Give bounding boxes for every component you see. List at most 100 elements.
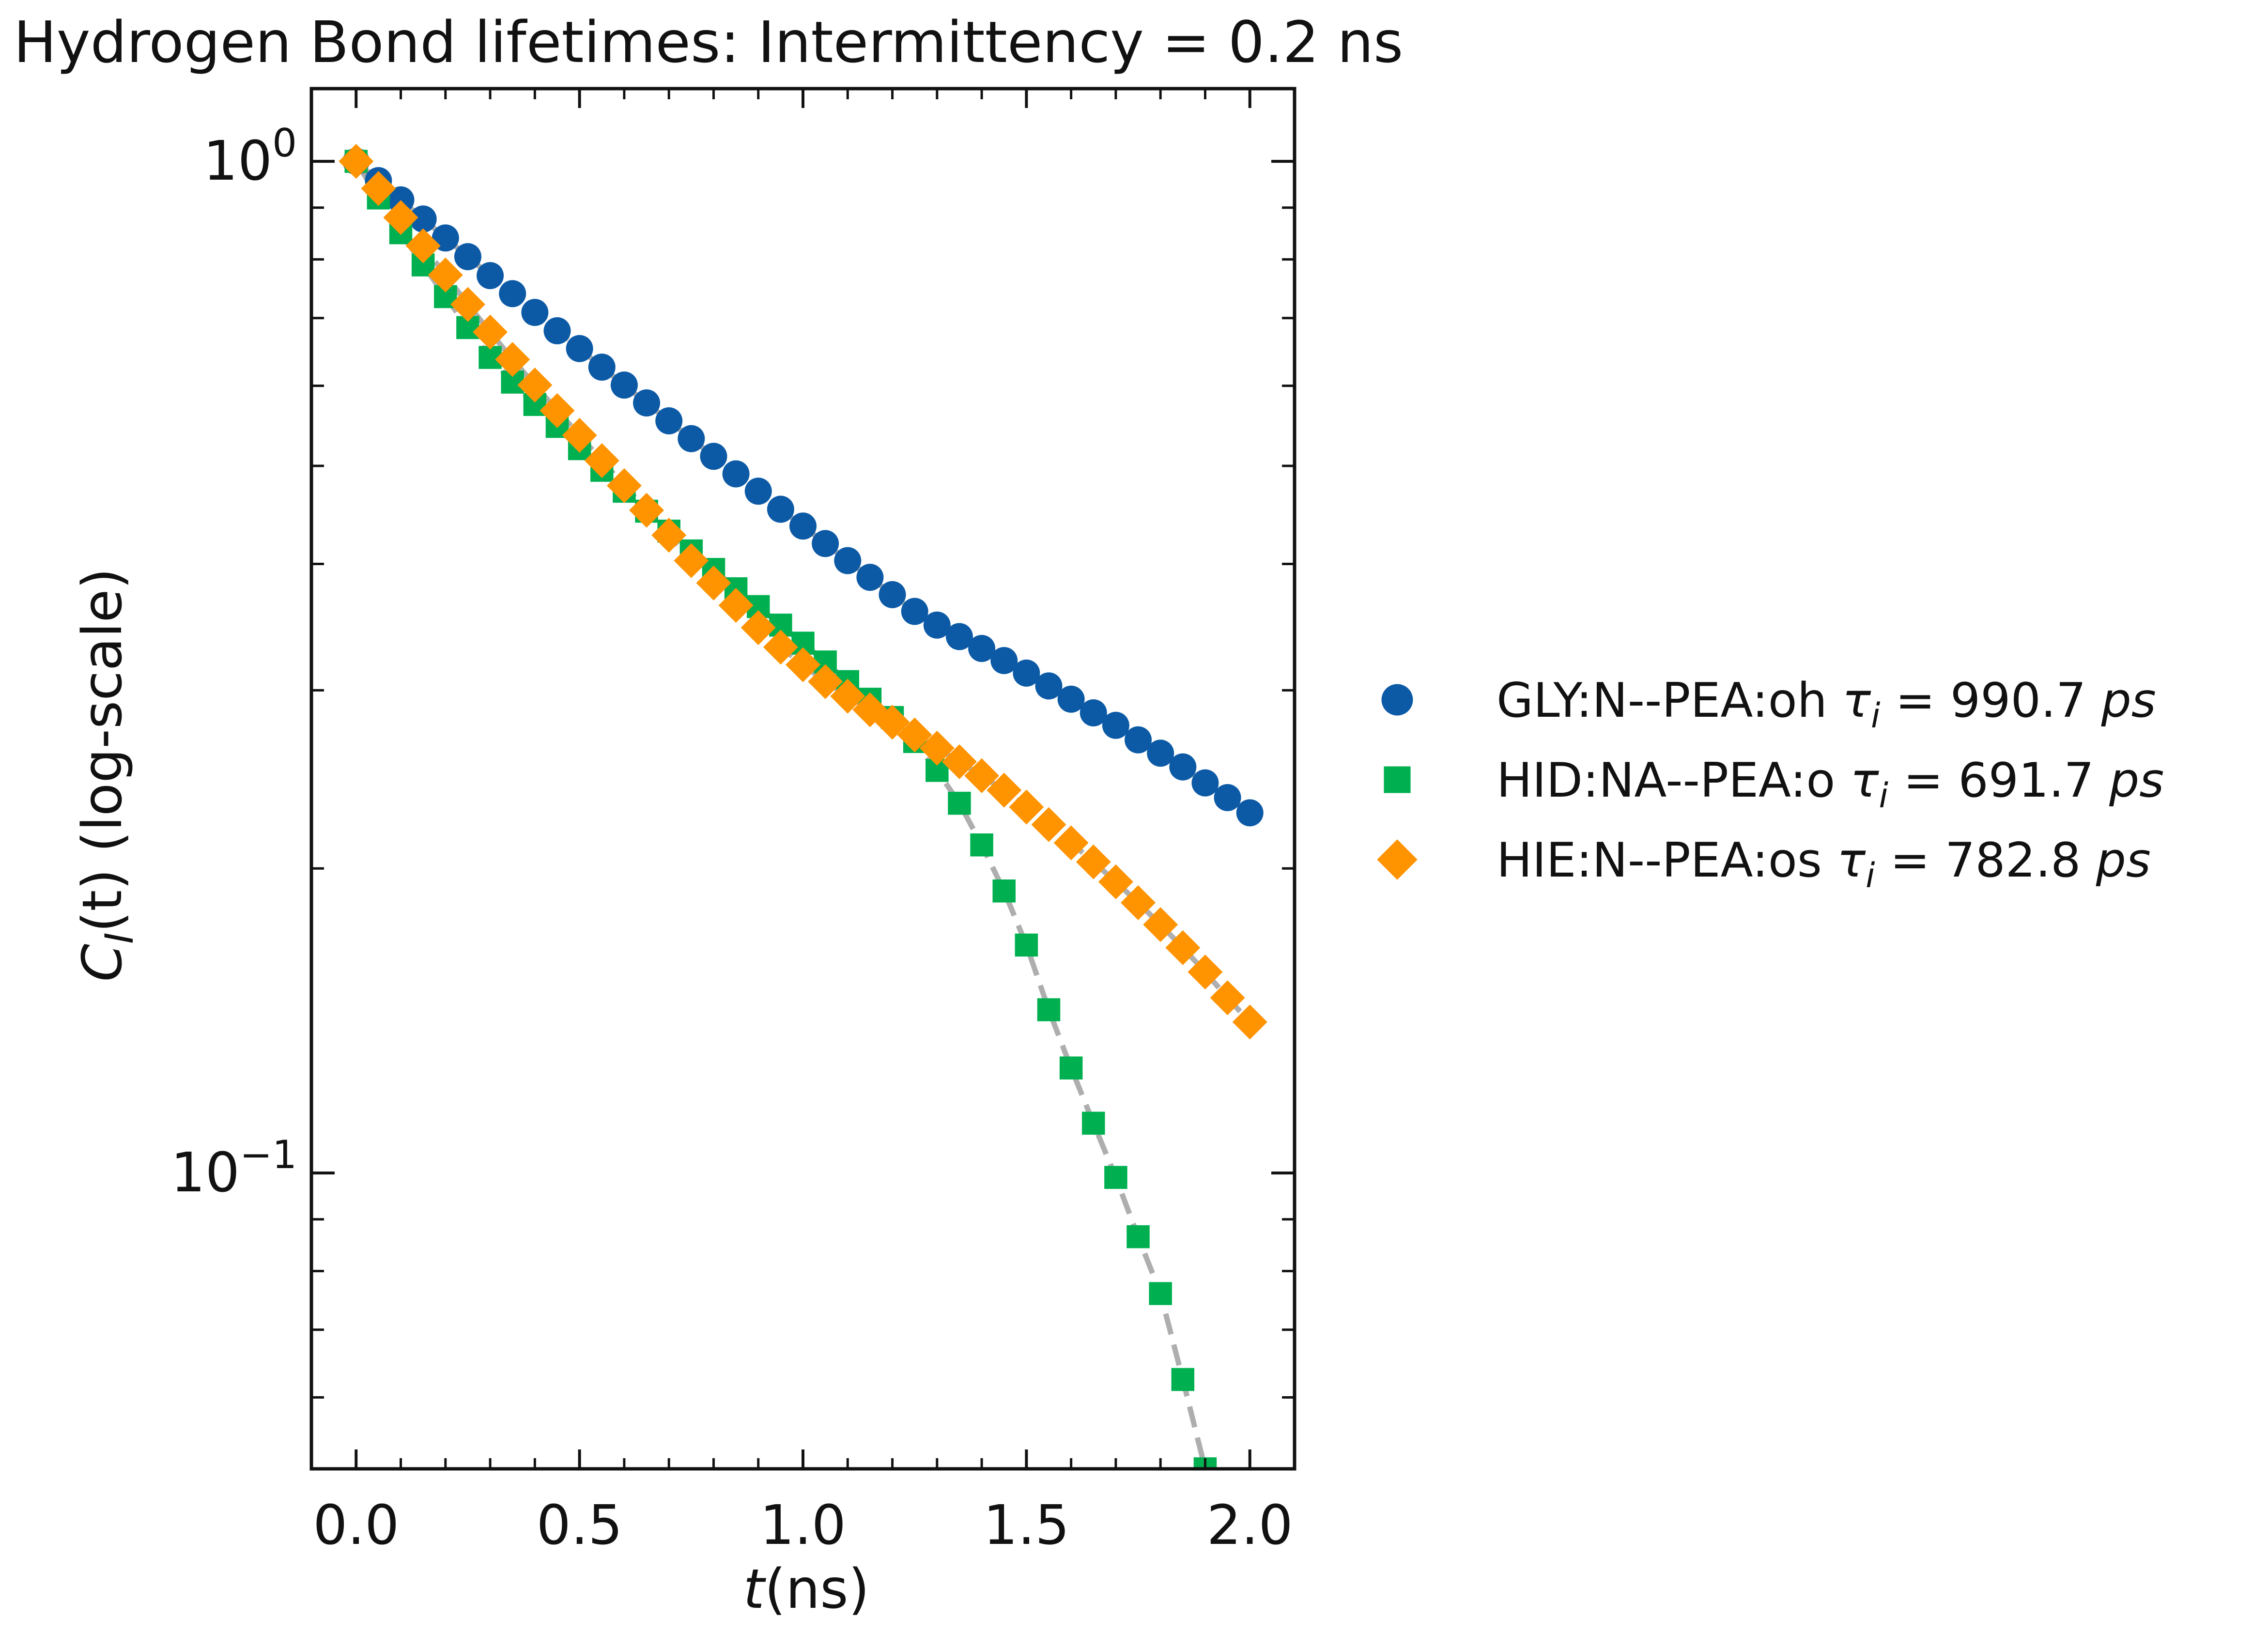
data-point xyxy=(1149,1282,1172,1305)
data-point xyxy=(1053,825,1089,861)
data-point xyxy=(1121,885,1156,921)
data-point xyxy=(1076,844,1111,879)
data-point xyxy=(1165,930,1201,965)
data-point xyxy=(1126,1225,1150,1248)
data-point xyxy=(1169,753,1197,781)
data-point xyxy=(629,493,664,528)
data-point xyxy=(454,243,481,270)
data-point xyxy=(1236,799,1264,827)
data-point xyxy=(1210,980,1245,1016)
data-point xyxy=(990,647,1018,675)
data-point xyxy=(992,879,1016,903)
data-point xyxy=(968,634,996,662)
legend-entry: HIE:N--PEA:os τi = 782.8 ps xyxy=(1497,833,2151,895)
x-tick-label: 0.5 xyxy=(537,1494,623,1557)
data-point xyxy=(1143,907,1178,942)
data-points xyxy=(339,144,1267,1469)
data-point xyxy=(584,443,619,478)
data-point xyxy=(1171,1368,1195,1391)
data-point xyxy=(588,354,616,381)
chart-title: Hydrogen Bond lifetimes: Intermittency =… xyxy=(14,9,1403,76)
data-point xyxy=(633,389,661,417)
y-axis-label-sub: I xyxy=(97,932,142,944)
data-point xyxy=(383,200,418,235)
data-point xyxy=(428,257,463,293)
legend-entry: HID:NA--PEA:o τi = 691.7 ps xyxy=(1497,753,2164,816)
data-point xyxy=(830,678,865,714)
x-tick-label: 2.0 xyxy=(1207,1494,1293,1557)
data-point xyxy=(409,205,437,233)
data-point xyxy=(1191,769,1219,797)
x-axis-label-var: t xyxy=(743,1558,767,1621)
data-point xyxy=(1037,998,1061,1021)
fit-line xyxy=(354,160,1208,1469)
data-point xyxy=(499,280,526,308)
data-point xyxy=(517,368,553,403)
data-point xyxy=(741,610,776,646)
data-point xyxy=(964,758,1000,793)
data-point xyxy=(1035,672,1063,700)
legend-marker xyxy=(1381,684,1413,716)
y-axis-label-arg: (t) xyxy=(71,869,134,932)
data-point xyxy=(473,314,508,350)
data-point xyxy=(1080,699,1107,726)
data-point xyxy=(339,144,374,179)
data-point xyxy=(1147,739,1174,767)
data-point xyxy=(1102,711,1129,739)
data-point xyxy=(875,705,910,740)
data-point xyxy=(763,630,798,665)
data-point xyxy=(834,547,862,574)
data-point xyxy=(477,262,504,290)
legend-marker xyxy=(1377,839,1418,880)
data-point xyxy=(718,588,754,623)
x-tick-label: 1.5 xyxy=(983,1494,1069,1557)
data-point xyxy=(722,460,750,488)
data-point xyxy=(361,171,396,206)
axis-ticks: 0.0 0.5 1.0 1.5 2.0 100 10−1 xyxy=(171,89,1296,1557)
data-point xyxy=(897,717,932,753)
data-point xyxy=(744,478,772,505)
data-point xyxy=(450,287,485,322)
data-point xyxy=(610,371,638,399)
y-tick-label: 100 xyxy=(203,121,297,193)
data-point xyxy=(495,342,530,377)
data-point xyxy=(1082,1111,1105,1135)
data-point xyxy=(812,530,839,557)
data-point xyxy=(856,564,884,591)
data-point xyxy=(1214,784,1241,811)
data-point xyxy=(540,393,575,428)
x-axis-label: t(ns) xyxy=(743,1558,870,1621)
data-point xyxy=(562,417,597,453)
data-point xyxy=(1013,659,1040,687)
data-point xyxy=(987,772,1022,808)
y-axis-label-suffix: (log-scale) xyxy=(71,568,134,852)
legend: GLY:N--PEA:oh τi = 990.7 ps HID:NA--PEA:o… xyxy=(1377,673,2164,895)
data-point xyxy=(700,443,727,470)
data-point xyxy=(901,598,928,625)
y-axis-label: CI(t) (log-scale) xyxy=(71,568,142,982)
data-point xyxy=(674,543,709,578)
data-point xyxy=(786,647,820,682)
x-tick-label: 0.0 xyxy=(313,1494,399,1557)
legend-entry: GLY:N--PEA:oh τi = 990.7 ps xyxy=(1497,673,2156,736)
y-axis-label-main: C xyxy=(71,944,134,982)
data-point xyxy=(879,581,906,608)
data-point xyxy=(543,317,571,345)
data-point xyxy=(1009,789,1044,825)
y-tick-label: 10−1 xyxy=(171,1132,297,1204)
data-point xyxy=(387,186,415,214)
data-point xyxy=(1057,685,1085,713)
data-point xyxy=(945,623,973,650)
data-point xyxy=(1059,1056,1083,1080)
data-point xyxy=(678,425,705,452)
data-point xyxy=(566,335,593,362)
data-point xyxy=(655,407,683,434)
data-point xyxy=(919,730,955,766)
data-point xyxy=(1098,864,1133,899)
data-point xyxy=(970,833,993,857)
data-point xyxy=(521,299,549,326)
x-tick-label: 1.0 xyxy=(760,1494,846,1557)
legend-marker xyxy=(1384,766,1411,793)
data-point xyxy=(808,664,843,699)
